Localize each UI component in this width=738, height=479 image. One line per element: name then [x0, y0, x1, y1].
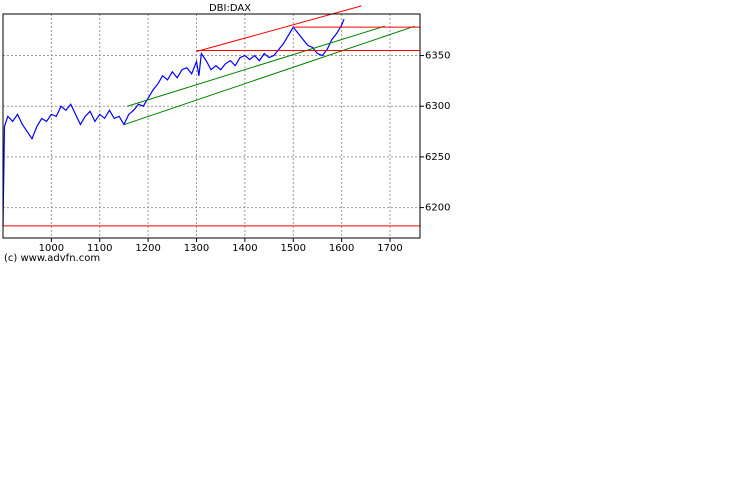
- trend-line: [196, 5, 362, 52]
- trend-line: [124, 25, 415, 125]
- y-tick-label: 6250: [425, 152, 450, 163]
- x-tick-label: 1000: [39, 243, 64, 254]
- x-tick-label: 1600: [329, 243, 354, 254]
- trend-line: [127, 25, 385, 107]
- x-tick-label: 1200: [135, 243, 160, 254]
- credit: (c) www.advfn.com: [4, 253, 100, 264]
- price-line: [2, 18, 345, 226]
- y-tick-label: 6200: [425, 203, 450, 214]
- x-tick-label: 1100: [87, 243, 112, 254]
- x-tick-label: 1300: [184, 243, 209, 254]
- y-tick-label: 6350: [425, 51, 450, 62]
- y-tick-label: 6300: [425, 101, 450, 112]
- x-tick-label: 1400: [232, 243, 257, 254]
- chart-title: DBI:DAX: [209, 3, 251, 14]
- plot-frame: [2, 13, 421, 239]
- plot-area: [3, 14, 420, 238]
- x-tick-label: 1500: [281, 243, 306, 254]
- x-tick-label: 1700: [377, 243, 402, 254]
